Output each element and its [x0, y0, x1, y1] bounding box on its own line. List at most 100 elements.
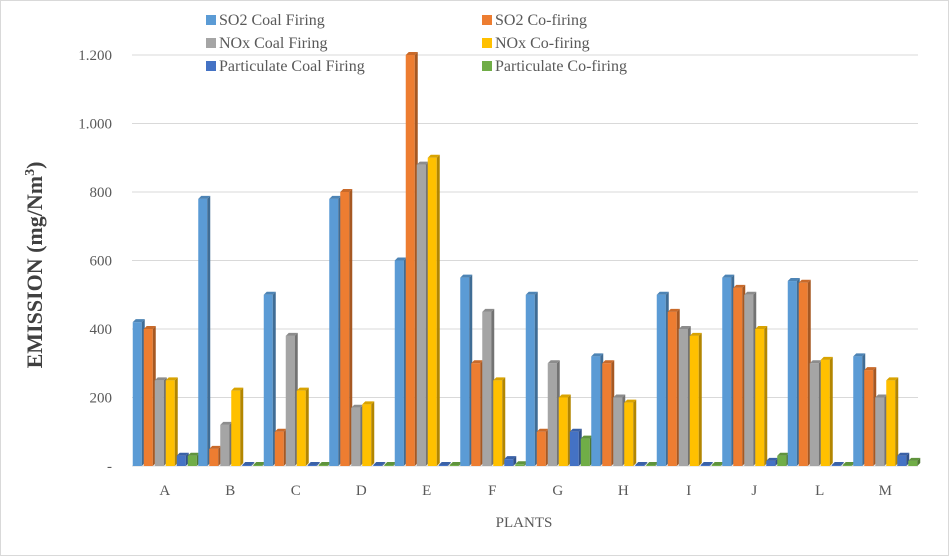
bar-top: [558, 394, 571, 398]
bar: [777, 455, 787, 466]
bar-side: [272, 291, 276, 466]
bar: [340, 192, 350, 466]
bar: [449, 464, 459, 466]
x-tick-label: F: [488, 483, 496, 499]
bar-top: [242, 461, 255, 465]
x-tick-label: I: [686, 483, 691, 499]
bar-side: [502, 377, 506, 466]
bar-top: [700, 461, 713, 465]
bar: [875, 397, 885, 466]
bar-top: [471, 360, 484, 364]
x-tick-label: G: [552, 483, 563, 499]
legend-swatch: [206, 61, 216, 71]
bar-top: [493, 377, 506, 381]
bar-top: [154, 377, 167, 381]
bar: [656, 294, 666, 466]
bar: [525, 294, 535, 466]
bar: [198, 198, 208, 466]
bar: [897, 455, 907, 466]
bar: [132, 322, 142, 466]
bar: [558, 397, 568, 466]
bar-top: [602, 360, 615, 364]
y-tick-label: 1.000: [78, 117, 112, 133]
bar: [842, 464, 852, 466]
x-tick-label: C: [291, 483, 301, 499]
bar-top: [373, 461, 386, 465]
legend-swatch: [482, 61, 492, 71]
bar-top: [635, 461, 648, 465]
legend-label: NOx Coal Firing: [219, 35, 327, 52]
bar-top: [427, 154, 440, 158]
bar-top: [809, 360, 822, 364]
bar: [285, 335, 295, 466]
x-tick-label: E: [422, 483, 431, 499]
bar: [787, 281, 797, 466]
bar-top: [766, 457, 779, 461]
bar-top: [296, 387, 309, 391]
bar-top: [351, 404, 364, 408]
bar-top: [253, 461, 266, 465]
legend-swatch: [206, 15, 216, 25]
bar-top: [405, 52, 418, 55]
bar: [416, 164, 426, 466]
bar: [242, 464, 252, 466]
bar-top: [165, 377, 178, 381]
bar: [165, 380, 175, 466]
bar: [689, 335, 699, 466]
bar-side: [349, 189, 353, 466]
legend-swatch: [482, 15, 492, 25]
bar: [820, 359, 830, 466]
bar: [831, 464, 841, 466]
bar-top: [591, 353, 604, 357]
bar-top: [547, 360, 560, 364]
bar-top: [569, 428, 582, 432]
bar: [460, 277, 470, 466]
x-tick-label: D: [356, 483, 367, 499]
bar-side: [633, 399, 637, 466]
y-tick-label: -: [107, 459, 112, 475]
y-tick-label: 600: [90, 254, 113, 270]
legend-swatch: [206, 38, 216, 48]
bar-side: [240, 387, 244, 466]
bar-top: [449, 461, 462, 465]
bar: [678, 329, 688, 466]
bar-side: [316, 461, 320, 466]
legend-label: NOx Co-firing: [495, 35, 590, 52]
bar-top: [362, 401, 375, 405]
bar: [853, 356, 863, 466]
bar-side: [371, 401, 375, 466]
bar-side: [207, 195, 211, 466]
bar-side: [698, 332, 702, 466]
legend-label: Particulate Coal Firing: [219, 58, 365, 75]
bars: [132, 52, 921, 466]
bar-top: [143, 326, 156, 329]
bar: [624, 402, 634, 466]
bar-top: [798, 279, 811, 283]
bar: [547, 363, 557, 466]
bar: [536, 431, 546, 466]
bar: [176, 455, 186, 466]
legend-swatch: [482, 38, 492, 48]
bar-top: [853, 353, 866, 357]
bar: [187, 455, 197, 466]
bar: [274, 431, 284, 466]
bar: [908, 460, 918, 466]
bar-top: [733, 284, 746, 288]
bar: [373, 464, 383, 466]
bar-top: [132, 319, 145, 323]
bar: [733, 287, 743, 466]
bar: [722, 277, 732, 466]
bar: [602, 363, 612, 466]
bar-side: [447, 461, 451, 466]
bar-top: [340, 189, 353, 192]
bar-top: [744, 291, 757, 295]
bar: [700, 464, 710, 466]
bar-top: [394, 257, 407, 261]
bar-top: [263, 291, 276, 295]
bar: [209, 448, 219, 466]
bar: [809, 363, 819, 466]
bar: [798, 282, 808, 466]
bar-top: [613, 394, 626, 398]
bar-top: [711, 461, 724, 465]
bar: [864, 370, 874, 466]
